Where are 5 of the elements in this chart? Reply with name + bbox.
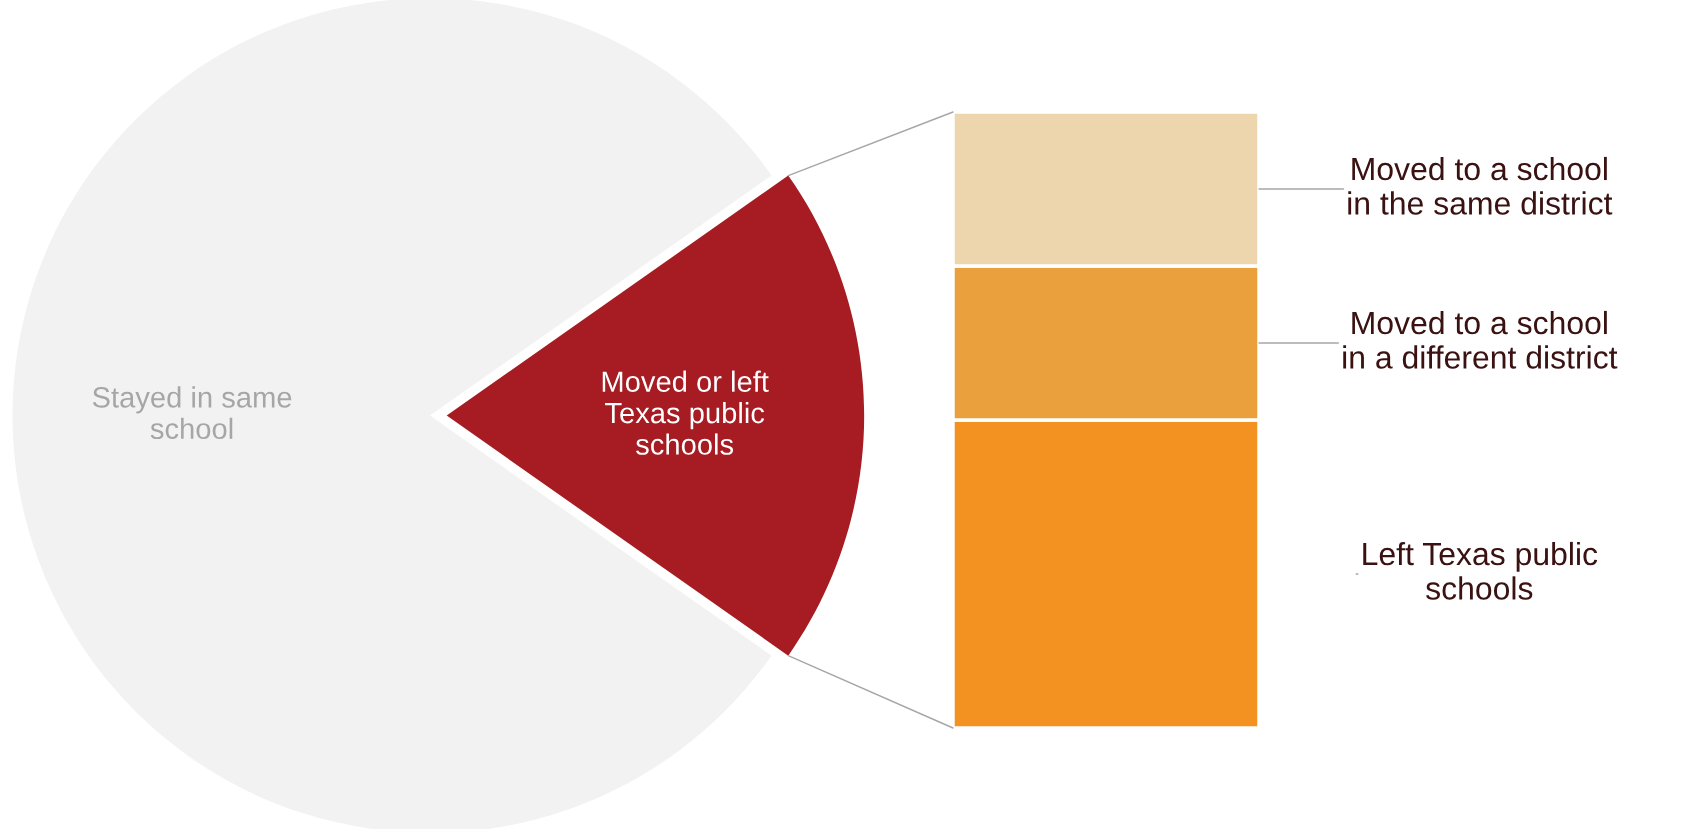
slice-label: Stayed in same school: [92, 386, 292, 440]
text: Left Texas public schools: [1363, 541, 1598, 600]
text: Moved to a school in a different district: [1343, 310, 1618, 369]
text: Moved to a school in the same district: [1348, 156, 1613, 215]
slice-label: Moved or left Texas public schools: [602, 370, 769, 455]
